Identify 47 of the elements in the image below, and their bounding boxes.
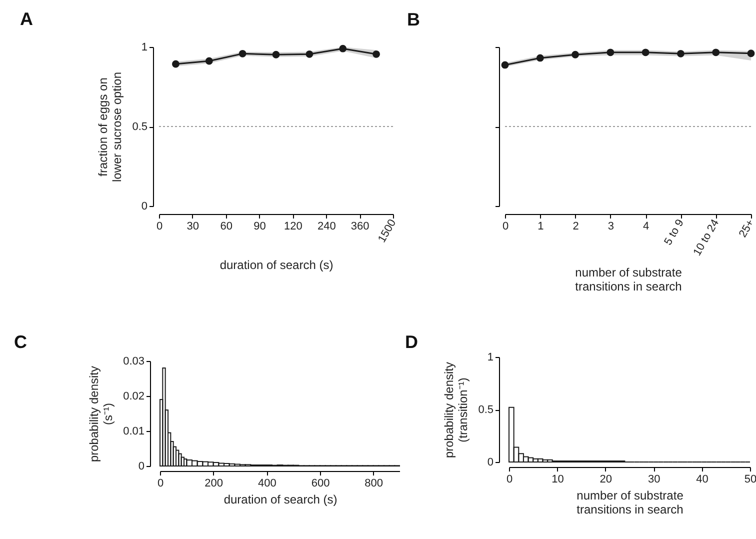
x-tick-label: 5 to 9	[662, 218, 686, 248]
x-tick-label: 90	[254, 220, 266, 232]
chart-title: D	[405, 332, 418, 352]
x-tick-label: 2	[572, 220, 579, 232]
y-axis-title: fraction of eggs on lower sucrose option	[96, 72, 124, 182]
x-tick-label: 800	[364, 478, 384, 490]
x-tick-label: 10	[552, 474, 564, 486]
y-tick-label: 0.03	[123, 356, 144, 368]
x-tick-label: 50	[744, 474, 756, 486]
x-tick-label: 3	[608, 220, 614, 232]
x-tick-label: 120	[284, 220, 302, 232]
x-tick-label: 400	[258, 478, 276, 490]
x-tick-label: 25+	[736, 218, 756, 240]
y-axis-title: probability density (transition⁻¹)	[442, 362, 470, 458]
y-tick-label: 0	[487, 456, 494, 468]
x-tick-label: 240	[317, 220, 336, 232]
x-tick-label: 30	[186, 220, 200, 232]
y-tick-label: 1	[141, 42, 148, 54]
y-tick-label: 0.5	[132, 121, 148, 133]
x-tick-label: 20	[600, 474, 612, 486]
y-tick-label: 0	[138, 460, 144, 472]
x-tick-label: 360	[350, 220, 370, 232]
x-tick-label: 0	[502, 220, 509, 232]
y-tick-label: 0.02	[123, 390, 144, 402]
y-axis-title: probability density (s⁻¹)	[87, 366, 116, 462]
y-tick-label: 1	[487, 352, 494, 364]
chart-title: C	[14, 332, 27, 352]
x-tick-label: 60	[220, 220, 232, 232]
chart-title: B	[407, 10, 420, 30]
x-axis-title: duration of search (s)	[220, 258, 334, 272]
x-tick-label: 10 to 24	[691, 218, 722, 258]
x-axis-title: duration of search (s)	[224, 492, 338, 506]
x-tick-label: 0	[156, 220, 163, 232]
x-tick-label: 1	[538, 220, 544, 232]
x-tick-label: 40	[696, 474, 708, 486]
y-tick-label: 0.5	[478, 404, 494, 416]
y-tick-label: 0.01	[123, 426, 144, 438]
x-tick-label: 0	[157, 478, 164, 490]
x-tick-label: 0	[506, 474, 513, 486]
x-tick-label: 4	[643, 220, 650, 232]
x-tick-label: 30	[648, 474, 660, 486]
x-axis-title: number of substrate transitions in search	[576, 488, 684, 516]
x-tick-label: 600	[311, 478, 330, 490]
y-tick-label: 0	[141, 200, 148, 212]
x-tick-label: 200	[204, 478, 224, 490]
chart-title: A	[20, 9, 33, 29]
x-axis-title: number of substrate transitions in search	[575, 265, 682, 294]
